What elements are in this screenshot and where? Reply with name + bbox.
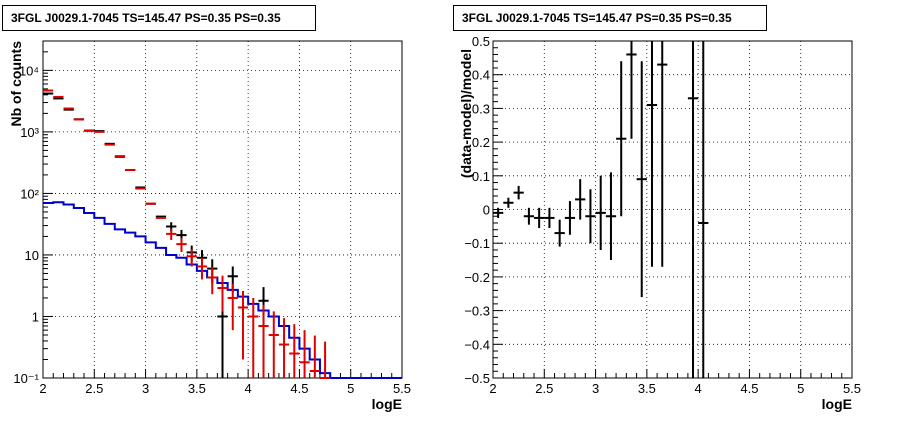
y-tick-label: 10⁴ [19, 63, 39, 78]
x-tick-label: 3.5 [188, 381, 206, 396]
x-tick-label: 5.5 [393, 381, 411, 396]
x-tick-label: 2.5 [85, 381, 103, 396]
y-tick-label: 1 [32, 309, 39, 324]
plot-frame [492, 40, 853, 379]
y-tick-label: −0.2 [464, 270, 490, 285]
x-axis-label: logE [822, 396, 852, 412]
x-tick-label: 2 [39, 381, 46, 396]
y-tick-label: 0.4 [472, 68, 490, 83]
y-tick-label: 0 [483, 203, 490, 218]
y-tick-label: 10 [25, 248, 39, 263]
x-axis-label: logE [372, 396, 402, 412]
x-tick-label: 2.5 [535, 381, 553, 396]
y-tick-label: 10³ [20, 125, 39, 140]
x-tick-label: 5 [347, 381, 354, 396]
x-tick-label: 3 [142, 381, 149, 396]
x-tick-label: 4.5 [740, 381, 758, 396]
y-axis-label: Nb of counts [8, 41, 24, 127]
y-tick-label: −0.4 [464, 337, 490, 352]
x-tick-label: 2 [489, 381, 496, 396]
y-tick-label: 0.1 [472, 169, 490, 184]
left-plot-title: 3FGL J0029.1-7045 TS=145.47 PS=0.35 PS=0… [2, 5, 316, 31]
x-tick-label: 4 [245, 381, 252, 396]
y-tick-label: −0.3 [464, 304, 490, 319]
x-tick-label: 5.5 [843, 381, 861, 396]
y-tick-label: −0.1 [464, 236, 490, 251]
x-tick-label: 3.5 [638, 381, 656, 396]
y-tick-label: 0.5 [472, 34, 490, 49]
x-tick-label: 4 [695, 381, 702, 396]
right-plot-title: 3FGL J0029.1-7045 TS=145.47 PS=0.35 PS=0… [453, 5, 767, 31]
y-tick-label: 10⁻¹ [13, 371, 39, 386]
y-tick-label: 0.2 [472, 135, 490, 150]
y-tick-label: 0.3 [472, 101, 490, 116]
x-tick-label: 4.5 [290, 381, 308, 396]
y-axis-label: (data-model)/model [458, 49, 474, 178]
x-tick-label: 3 [592, 381, 599, 396]
x-tick-label: 5 [797, 381, 804, 396]
y-tick-label: 10² [20, 186, 39, 201]
y-tick-label: −0.5 [464, 371, 490, 386]
